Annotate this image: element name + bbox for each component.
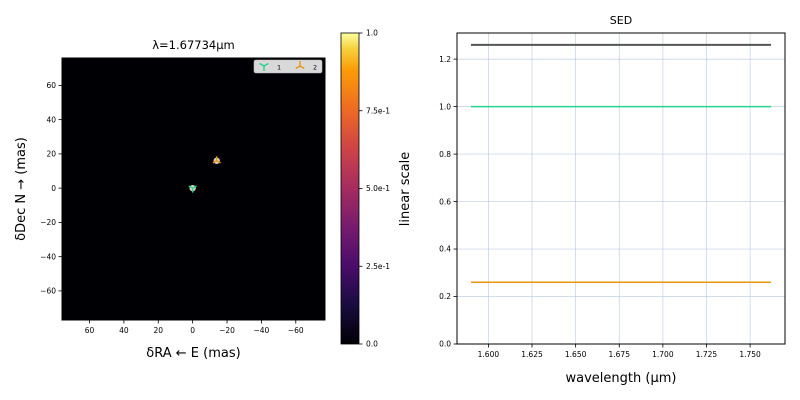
sed-x-tick-label: 1.700 bbox=[652, 350, 674, 359]
colorbar-ticks: 0.0 2.5e-1 5.0e-1 7.5e-1 1.0 bbox=[359, 29, 390, 349]
image-y-tick-label: 0 bbox=[51, 184, 56, 193]
image-y-tick-label: −20 bbox=[40, 218, 56, 227]
image-x-tick-label: 60 bbox=[85, 326, 95, 335]
colorbar-gradient bbox=[340, 32, 360, 345]
sed-y-tick-label: 0.8 bbox=[439, 150, 451, 159]
image-x-tick-label: −60 bbox=[288, 326, 304, 335]
image-x-tick-label: 40 bbox=[119, 326, 129, 335]
image-y-ticks: 60 40 20 0 −20 −40 −60 bbox=[40, 81, 62, 296]
sed-frame bbox=[456, 32, 786, 345]
image-y-tick-label: 20 bbox=[46, 150, 56, 159]
sed-x-tick-label: 1.600 bbox=[478, 350, 500, 359]
colorbar-tick-label: 1.0 bbox=[366, 29, 378, 38]
sed-y-tick-label: 0.4 bbox=[439, 245, 451, 254]
sed-title: SED bbox=[610, 14, 632, 27]
source-marker-1 bbox=[188, 185, 197, 193]
colorbar-tick-label: 5.0e-1 bbox=[366, 184, 390, 193]
image-x-tick-label: −40 bbox=[253, 326, 269, 335]
image-x-axis-label: δRA ← E (mas) bbox=[146, 346, 240, 361]
sed-y-tick-label: 1.0 bbox=[439, 102, 451, 111]
legend-label-1: 1 bbox=[277, 64, 281, 72]
colorbar-tick-label: 7.5e-1 bbox=[366, 106, 390, 115]
colorbar-tick-label: 2.5e-1 bbox=[366, 262, 390, 271]
sed-x-tick-label: 1.625 bbox=[521, 350, 543, 359]
legend-marker-1-icon bbox=[259, 62, 269, 71]
image-panel: λ=1.67734μm δRA ← E (mas) δDec N → (mas)… bbox=[14, 38, 326, 361]
sed-y-tick-label: 0.2 bbox=[439, 292, 451, 301]
colorbar-label: linear scale bbox=[398, 152, 413, 226]
sed-y-tick-label: 0.6 bbox=[439, 197, 451, 206]
image-y-tick-label: 40 bbox=[46, 115, 56, 124]
sed-x-tick-label: 1.725 bbox=[696, 350, 718, 359]
image-y-tick-label: −40 bbox=[40, 252, 56, 261]
image-y-tick-label: −60 bbox=[40, 287, 56, 296]
sed-grid bbox=[457, 33, 785, 345]
sed-panel: 1.600 1.625 1.650 1.675 1.700 1.725 1.750 0.00… bbox=[439, 14, 786, 386]
image-legend: 1 2 bbox=[253, 59, 323, 74]
sed-x-ticks: 1.600 1.625 1.650 1.675 1.700 1.725 1.750 bbox=[478, 344, 761, 359]
colorbar: 0.0 2.5e-1 5.0e-1 7.5e-1 1.0 linear scale bbox=[340, 29, 413, 349]
legend-label-2: 2 bbox=[313, 64, 317, 72]
image-source-markers bbox=[188, 156, 221, 193]
colorbar-tick-label: 0.0 bbox=[366, 340, 378, 349]
image-y-axis-label: δDec N → (mas) bbox=[14, 137, 29, 241]
sed-x-axis-label: wavelength (μm) bbox=[566, 371, 677, 386]
sed-x-tick-label: 1.675 bbox=[609, 350, 631, 359]
sed-y-ticks: 0.0 0.2 0.4 0.6 0.8 1.0 1.2 bbox=[439, 55, 457, 349]
image-x-tick-label: −20 bbox=[219, 326, 235, 335]
source-marker-2 bbox=[212, 156, 221, 164]
sed-x-tick-label: 1.650 bbox=[565, 350, 587, 359]
sed-y-tick-label: 0.0 bbox=[439, 340, 451, 349]
image-y-tick-label: 60 bbox=[46, 81, 56, 90]
image-x-ticks: 60 40 20 0 −20 −40 −60 bbox=[85, 320, 304, 335]
legend-box bbox=[253, 59, 323, 74]
sed-x-tick-label: 1.750 bbox=[739, 350, 761, 359]
sed-series-lines bbox=[470, 43, 772, 284]
sed-y-tick-label: 1.2 bbox=[439, 55, 451, 64]
image-x-tick-label: 0 bbox=[190, 326, 195, 335]
image-x-tick-label: 20 bbox=[153, 326, 163, 335]
image-title: λ=1.67734μm bbox=[152, 38, 235, 52]
legend-marker-2-icon bbox=[295, 61, 305, 70]
image-frame bbox=[61, 57, 326, 321]
